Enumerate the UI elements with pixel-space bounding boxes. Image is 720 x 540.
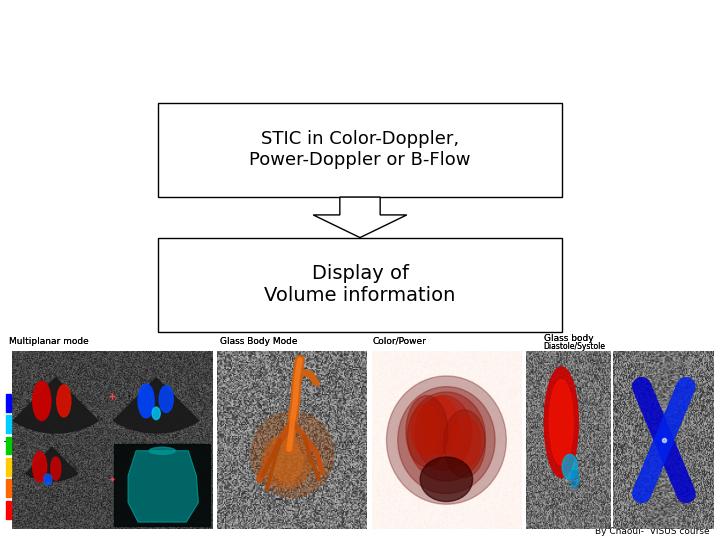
Text: Multiplanar mode: Multiplanar mode (9, 337, 89, 346)
Text: Color/Power: Color/Power (373, 337, 427, 346)
Text: Diastole/Systole: Diastole/Systole (544, 342, 606, 351)
Text: Glass Body Mode: Glass Body Mode (220, 337, 297, 346)
FancyBboxPatch shape (158, 103, 562, 197)
Text: By Chaoui-  VISUS course: By Chaoui- VISUS course (595, 526, 709, 536)
Text: Color/Power: Color/Power (373, 337, 427, 346)
Text: Multiplanar mode: Multiplanar mode (9, 337, 89, 346)
Text: Glass Body Mode: Glass Body Mode (220, 337, 297, 346)
Text: STIC in Color-Doppler,
Power-Doppler or B-Flow: STIC in Color-Doppler, Power-Doppler or … (249, 131, 471, 169)
Text: Glass body: Glass body (544, 334, 593, 342)
Polygon shape (313, 197, 407, 238)
Text: Diastole/Systole: Diastole/Systole (544, 342, 606, 351)
Text: Glass body: Glass body (544, 334, 593, 342)
Text: Display of
Volume information: Display of Volume information (264, 265, 456, 305)
FancyBboxPatch shape (158, 238, 562, 332)
